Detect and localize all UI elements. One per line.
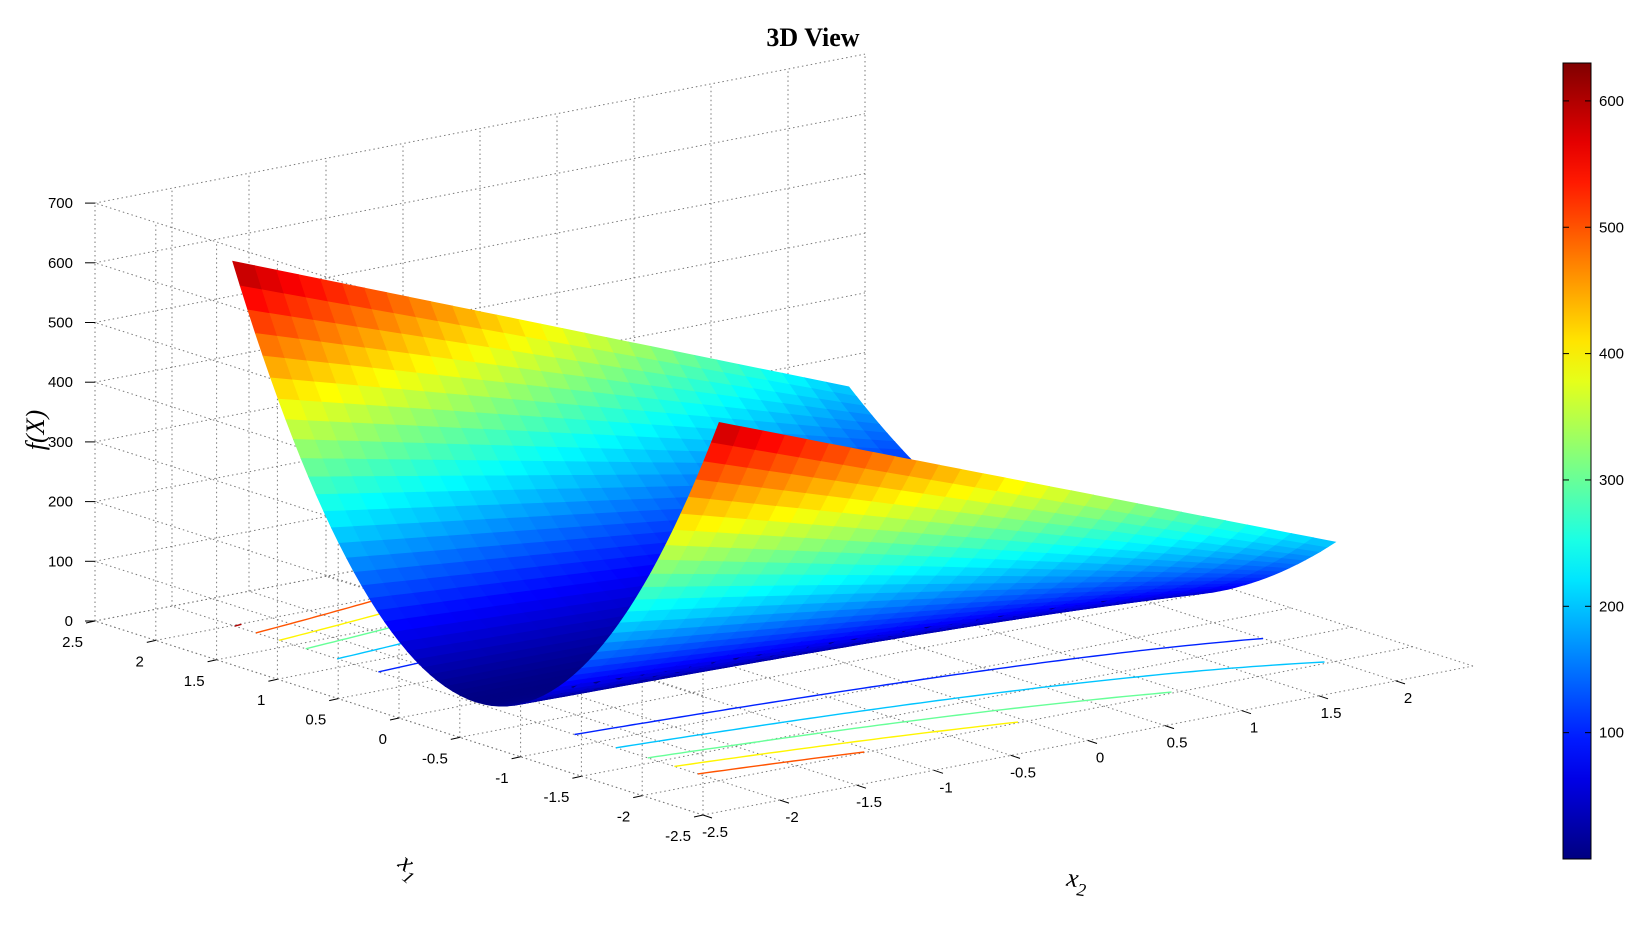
x2-tick-mark: [1010, 754, 1021, 759]
x1-tick-label: -2: [617, 809, 630, 826]
colorbar-tick-label: 500: [1599, 219, 1624, 236]
back-wall-gridline: [94, 113, 866, 264]
left-wall-gridline: [94, 381, 704, 577]
left-wall-gridline: [94, 620, 704, 816]
x2-tick-label: 1: [1250, 720, 1258, 737]
x2-tick-mark: [779, 799, 790, 804]
contour-line: [234, 623, 242, 627]
colorbar-tick-label: 300: [1599, 472, 1624, 489]
x1-tick-label: 1: [257, 692, 265, 709]
floor-gridline: [171, 605, 781, 801]
x2-tick-mark: [1164, 725, 1175, 730]
x1-tick-mark: [693, 814, 704, 818]
x1-tick-label: 0.5: [305, 712, 326, 729]
x2-tick-mark: [1318, 695, 1329, 700]
back-wall-gridline: [94, 53, 866, 204]
x2-tick-mark: [1087, 740, 1098, 744]
left-wall-gridline: [94, 560, 704, 756]
x1-tick-mark: [85, 620, 96, 624]
axis-ticks: 0 100 200 300 400 500 600 700 -2.5 -2 -1.5 -1 -0.5 0 0…: [48, 195, 1412, 845]
z-tick-label: 200: [48, 494, 73, 511]
left-wall-gridline: [94, 202, 704, 398]
x2-tick-mark: [856, 784, 867, 789]
z-axis-label: f(X): [21, 410, 50, 450]
x1-tick-mark: [389, 717, 400, 721]
left-wall-gridline: [94, 262, 704, 458]
x1-axis-label: x1: [389, 847, 428, 888]
colorbar: 100 200 300 400 500 600: [1562, 62, 1624, 860]
x1-tick-mark: [511, 756, 521, 760]
left-wall-gridline: [94, 441, 704, 637]
x2-axis-label: x2: [1063, 863, 1089, 901]
x1-tick-label: 2.5: [62, 634, 83, 651]
surface-patch: [1304, 537, 1337, 548]
floor-gridline: [248, 590, 858, 786]
z-tick-label: 300: [48, 434, 73, 451]
x1-tick-label: -1: [495, 770, 508, 787]
back-wall-gridline: [94, 232, 866, 383]
x1-tick-mark: [207, 659, 217, 663]
contour-line: [674, 721, 1019, 768]
x2-tick-label: -0.5: [1010, 764, 1036, 781]
x2-tick-mark: [702, 814, 713, 819]
x2-tick-mark: [933, 769, 944, 774]
x2-tick-label: 0: [1096, 750, 1104, 767]
x1-tick-mark: [572, 775, 582, 779]
x1-tick-label: 2: [135, 653, 143, 670]
x1-tick-label: 1.5: [184, 673, 205, 690]
left-wall-gridline: [94, 322, 704, 517]
z-tick-label: 700: [48, 195, 73, 212]
contour-line: [697, 751, 865, 775]
z-tick-label: 400: [48, 374, 73, 391]
x1-tick-mark: [450, 736, 460, 740]
x1-tick-label: 0: [379, 731, 387, 748]
x1-tick-label: -1.5: [544, 789, 570, 806]
z-tick-label: 600: [48, 255, 73, 272]
floor-gridline: [459, 587, 1230, 738]
z-tick-label: 100: [48, 553, 73, 570]
x2-tick-mark: [1395, 680, 1406, 685]
contour-line: [615, 661, 1325, 749]
z-tick-label: 500: [48, 315, 73, 332]
x2-tick-label: 0.5: [1167, 735, 1188, 752]
x2-tick-label: -1: [939, 779, 952, 796]
x1-tick-mark: [146, 639, 156, 643]
x1-tick-mark: [329, 698, 339, 702]
x1-tick-mark: [633, 795, 643, 799]
chart-title: 3D View: [766, 23, 859, 52]
colorbar-gradient: [1562, 62, 1592, 860]
x1-tick-mark: [268, 678, 278, 682]
floor-gridline: [581, 626, 1352, 777]
colorbar-tick-label: 100: [1599, 725, 1624, 742]
x2-tick-label: -2: [785, 809, 798, 826]
x2-tick-label: 2: [1404, 690, 1412, 707]
surface: [232, 260, 1337, 707]
x2-tick-mark: [1241, 710, 1252, 715]
z-tick-label: 0: [65, 613, 73, 630]
left-wall-gridline: [94, 501, 704, 697]
colorbar-tick-label: 200: [1599, 598, 1624, 615]
colorbar-tick-label: 400: [1599, 346, 1624, 363]
colorbar-tick-label: 600: [1599, 93, 1624, 110]
contour-line: [647, 691, 1172, 759]
x2-tick-label: 1.5: [1321, 705, 1342, 722]
x1-tick-label: -2.5: [665, 828, 691, 845]
x1-tick-label: -0.5: [422, 750, 448, 767]
contour-line: [574, 637, 1264, 736]
back-wall-gridline: [94, 173, 866, 323]
x2-tick-label: -1.5: [856, 794, 882, 811]
x2-tick-label: -2.5: [702, 824, 728, 841]
